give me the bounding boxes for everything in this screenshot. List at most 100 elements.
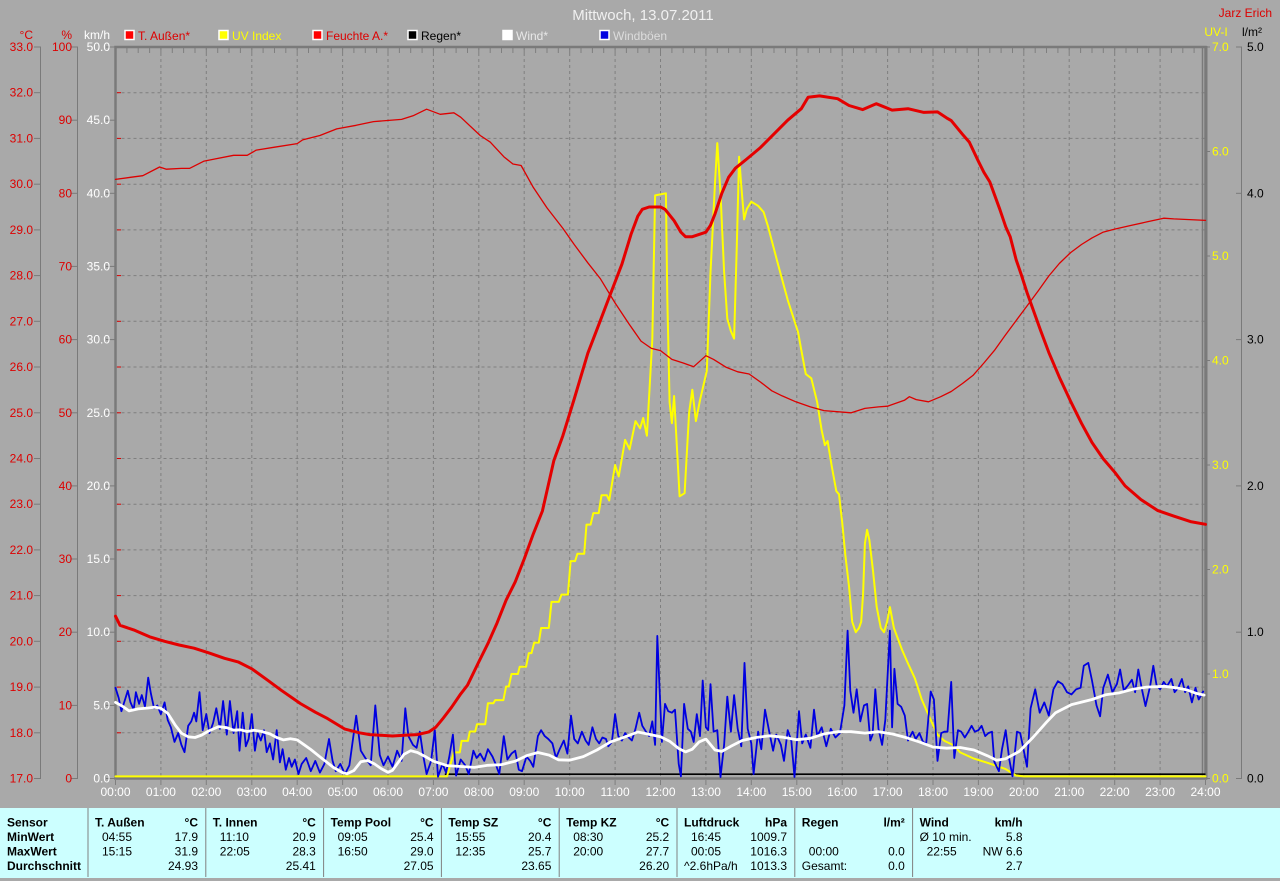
svg-text:%: % xyxy=(61,28,72,42)
svg-text:11:10: 11:10 xyxy=(220,830,249,844)
svg-text:Wind*: Wind* xyxy=(516,29,548,43)
svg-text:27.0: 27.0 xyxy=(10,314,34,328)
svg-text:25.0: 25.0 xyxy=(87,406,111,420)
svg-text:6.0: 6.0 xyxy=(1212,145,1229,159)
svg-text:T. Innen: T. Innen xyxy=(213,816,258,830)
svg-text:31.0: 31.0 xyxy=(10,131,34,145)
svg-text:30: 30 xyxy=(59,552,73,566)
svg-text:24:00: 24:00 xyxy=(1190,785,1220,799)
svg-text:09:05: 09:05 xyxy=(338,830,368,844)
svg-text:3.0: 3.0 xyxy=(1212,458,1229,472)
svg-text:20:00: 20:00 xyxy=(1009,785,1039,799)
svg-text:19:00: 19:00 xyxy=(963,785,993,799)
svg-text:21.0: 21.0 xyxy=(10,589,34,603)
svg-text:3.0: 3.0 xyxy=(1247,333,1264,347)
svg-text:Gesamt:: Gesamt: xyxy=(802,859,847,873)
svg-text:Sensor: Sensor xyxy=(7,816,48,830)
svg-text:40: 40 xyxy=(59,479,73,493)
svg-text:UV-I: UV-I xyxy=(1204,25,1227,39)
svg-text:17.9: 17.9 xyxy=(175,830,199,844)
svg-text:20.0: 20.0 xyxy=(10,634,34,648)
svg-text:°C: °C xyxy=(20,28,34,42)
svg-text:7.0: 7.0 xyxy=(1212,40,1229,54)
svg-text:Wind: Wind xyxy=(920,816,949,830)
svg-text:5.0: 5.0 xyxy=(93,698,110,712)
svg-text:23:00: 23:00 xyxy=(1145,785,1175,799)
svg-text:45.0: 45.0 xyxy=(87,113,111,127)
svg-text:19.0: 19.0 xyxy=(10,680,34,694)
svg-text:Regen*: Regen* xyxy=(421,29,461,43)
svg-text:1.0: 1.0 xyxy=(1247,625,1264,639)
svg-text:24.93: 24.93 xyxy=(168,859,198,873)
svg-text:00:00: 00:00 xyxy=(100,785,130,799)
svg-text:17:00: 17:00 xyxy=(873,785,903,799)
svg-text:22.0: 22.0 xyxy=(10,543,34,557)
svg-text:09:00: 09:00 xyxy=(509,785,539,799)
svg-text:26.20: 26.20 xyxy=(639,859,669,873)
svg-text:03:00: 03:00 xyxy=(237,785,267,799)
svg-text:°C: °C xyxy=(420,816,434,830)
svg-text:Temp KZ: Temp KZ xyxy=(566,816,616,830)
svg-text:28.3: 28.3 xyxy=(292,845,316,859)
svg-text:NW 6.6: NW 6.6 xyxy=(983,845,1023,859)
svg-text:1013.3: 1013.3 xyxy=(750,859,787,873)
svg-text:26.0: 26.0 xyxy=(10,360,34,374)
svg-text:01:00: 01:00 xyxy=(146,785,176,799)
svg-text:90: 90 xyxy=(59,113,73,127)
svg-text:0.0: 0.0 xyxy=(1212,772,1229,786)
svg-text:0.0: 0.0 xyxy=(888,859,905,873)
svg-text:20.9: 20.9 xyxy=(292,830,316,844)
svg-text:10: 10 xyxy=(59,698,73,712)
svg-text:50: 50 xyxy=(59,406,73,420)
svg-text:2.0: 2.0 xyxy=(1212,563,1229,577)
svg-text:°C: °C xyxy=(302,816,316,830)
svg-text:Durchschnitt: Durchschnitt xyxy=(7,859,81,873)
svg-text:4.0: 4.0 xyxy=(1212,354,1229,368)
svg-text:70: 70 xyxy=(59,259,73,273)
svg-text:00:05: 00:05 xyxy=(691,845,721,859)
svg-text:23.65: 23.65 xyxy=(521,859,551,873)
svg-text:30.0: 30.0 xyxy=(87,333,111,347)
svg-text:15:15: 15:15 xyxy=(102,845,132,859)
svg-text:08:00: 08:00 xyxy=(464,785,494,799)
svg-text:UV Index: UV Index xyxy=(232,29,281,43)
svg-text:1016.3: 1016.3 xyxy=(750,845,787,859)
svg-text:25.0: 25.0 xyxy=(10,406,34,420)
svg-text:Temp Pool: Temp Pool xyxy=(331,816,391,830)
svg-text:32.0: 32.0 xyxy=(10,86,34,100)
svg-text:05:00: 05:00 xyxy=(328,785,358,799)
svg-text:40.0: 40.0 xyxy=(87,186,111,200)
svg-text:5.8: 5.8 xyxy=(1006,830,1023,844)
svg-text:24.0: 24.0 xyxy=(10,451,34,465)
svg-text:Temp SZ: Temp SZ xyxy=(448,816,498,830)
svg-text:13:00: 13:00 xyxy=(691,785,721,799)
svg-text:18.0: 18.0 xyxy=(10,726,34,740)
svg-text:4.0: 4.0 xyxy=(1247,186,1264,200)
svg-text:15.0: 15.0 xyxy=(87,552,111,566)
svg-text:Windböen: Windböen xyxy=(613,29,667,43)
svg-text:5.0: 5.0 xyxy=(1212,249,1229,263)
svg-text:27.05: 27.05 xyxy=(404,859,434,873)
svg-text:0: 0 xyxy=(65,772,72,786)
svg-text:l/m²: l/m² xyxy=(1242,25,1262,39)
svg-text:km/h: km/h xyxy=(995,816,1023,830)
svg-text:15:00: 15:00 xyxy=(782,785,812,799)
svg-text:°C: °C xyxy=(185,816,199,830)
svg-text:5.0: 5.0 xyxy=(1247,40,1264,54)
svg-text:Jarz Erich: Jarz Erich xyxy=(1219,6,1272,20)
svg-text:30.0: 30.0 xyxy=(10,177,34,191)
svg-text:Luftdruck: Luftdruck xyxy=(684,816,740,830)
svg-text:04:00: 04:00 xyxy=(282,785,312,799)
svg-text:16:50: 16:50 xyxy=(338,845,368,859)
svg-text:21:00: 21:00 xyxy=(1054,785,1084,799)
svg-text:29.0: 29.0 xyxy=(10,223,34,237)
svg-text:07:00: 07:00 xyxy=(418,785,448,799)
svg-text:0.0: 0.0 xyxy=(93,772,110,786)
svg-text:15:55: 15:55 xyxy=(455,830,485,844)
svg-text:27.7: 27.7 xyxy=(646,845,670,859)
svg-text:Regen: Regen xyxy=(802,816,839,830)
svg-text:25.41: 25.41 xyxy=(286,859,316,873)
svg-text:16:45: 16:45 xyxy=(691,830,721,844)
svg-text:11:00: 11:00 xyxy=(601,785,630,799)
svg-text:20.0: 20.0 xyxy=(87,479,111,493)
